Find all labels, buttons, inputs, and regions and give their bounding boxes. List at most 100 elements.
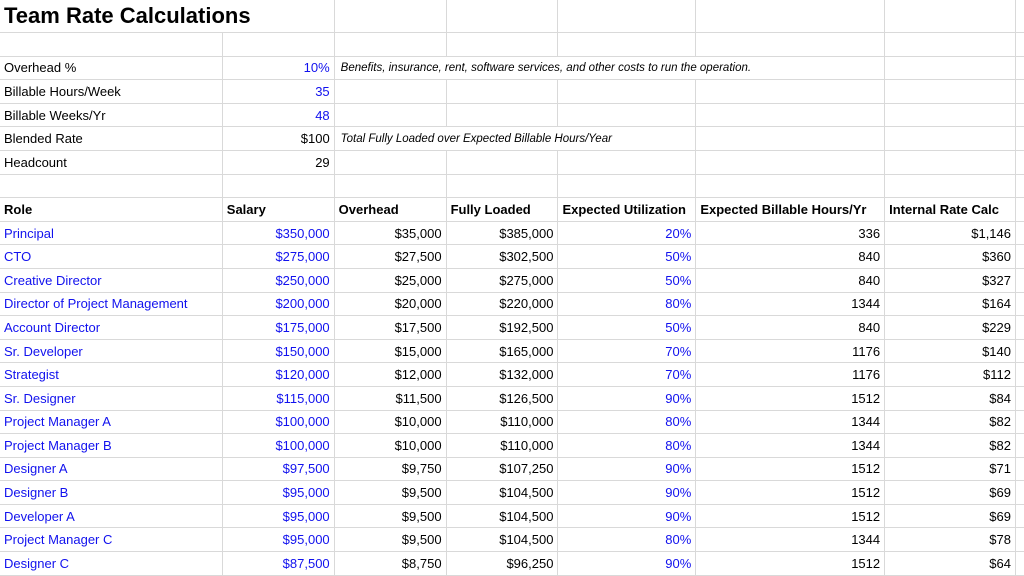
cell-salary[interactable]: $100,000: [223, 434, 335, 457]
empty-cell[interactable]: [447, 0, 559, 32]
cell-expected-billable-hours[interactable]: 1176: [696, 339, 886, 363]
empty-cell[interactable]: [558, 150, 697, 174]
cell-fully-loaded[interactable]: $104,500: [447, 528, 559, 552]
empty-cell[interactable]: [1016, 175, 1024, 198]
cell-fully-loaded[interactable]: $104,500: [447, 481, 559, 504]
cell-expected-billable-hours[interactable]: 1512: [696, 552, 886, 575]
cell-fully-loaded[interactable]: $104,500: [447, 504, 559, 528]
cell-salary[interactable]: $115,000: [223, 386, 335, 410]
cell-overhead[interactable]: $9,500: [335, 504, 447, 528]
empty-cell[interactable]: [335, 80, 447, 103]
cell-internal-rate[interactable]: $64: [885, 552, 1016, 575]
empty-cell[interactable]: [447, 174, 559, 198]
cell-overhead[interactable]: $10,000: [335, 434, 447, 457]
param-value[interactable]: $100: [223, 127, 335, 150]
param-value[interactable]: 48: [223, 103, 335, 127]
cell-fully-loaded[interactable]: $165,000: [447, 339, 559, 363]
param-value[interactable]: 35: [223, 80, 335, 103]
cell-internal-rate[interactable]: $1,146: [885, 221, 1016, 245]
empty-cell[interactable]: [1016, 528, 1024, 551]
cell-expected-utilization[interactable]: 80%: [558, 292, 697, 316]
empty-cell[interactable]: [335, 174, 447, 198]
empty-cell[interactable]: [0, 174, 223, 198]
cell-role[interactable]: Creative Director: [0, 268, 223, 292]
cell-expected-billable-hours[interactable]: 840: [696, 316, 886, 339]
empty-cell[interactable]: [447, 150, 559, 174]
cell-salary[interactable]: $150,000: [223, 339, 335, 363]
cell-role[interactable]: Designer C: [0, 552, 223, 575]
cell-internal-rate[interactable]: $140: [885, 339, 1016, 363]
column-header-overhead[interactable]: Overhead: [335, 198, 447, 221]
cell-expected-billable-hours[interactable]: 1512: [696, 457, 886, 481]
cell-overhead[interactable]: $10,000: [335, 410, 447, 434]
cell-fully-loaded[interactable]: $192,500: [447, 316, 559, 339]
cell-salary[interactable]: $250,000: [223, 268, 335, 292]
cell-overhead[interactable]: $27,500: [335, 245, 447, 268]
empty-cell[interactable]: [447, 103, 559, 127]
cell-internal-rate[interactable]: $69: [885, 504, 1016, 528]
cell-role[interactable]: Sr. Designer: [0, 386, 223, 410]
column-header-salary[interactable]: Salary: [223, 198, 335, 221]
cell-role[interactable]: Principal: [0, 221, 223, 245]
empty-cell[interactable]: [885, 33, 1016, 56]
cell-overhead[interactable]: $11,500: [335, 386, 447, 410]
empty-cell[interactable]: [1016, 505, 1024, 528]
cell-overhead[interactable]: $12,000: [335, 363, 447, 386]
cell-expected-utilization[interactable]: 50%: [558, 245, 697, 268]
cell-role[interactable]: Strategist: [0, 363, 223, 386]
cell-internal-rate[interactable]: $112: [885, 363, 1016, 386]
param-label[interactable]: Blended Rate: [0, 127, 223, 150]
empty-cell[interactable]: [447, 80, 559, 103]
cell-fully-loaded[interactable]: $385,000: [447, 221, 559, 245]
cell-role[interactable]: Designer B: [0, 481, 223, 504]
cell-expected-utilization[interactable]: 70%: [558, 363, 697, 386]
empty-cell[interactable]: [558, 80, 697, 103]
empty-cell[interactable]: [696, 33, 886, 56]
param-value[interactable]: 10%: [223, 56, 335, 80]
empty-cell[interactable]: [885, 174, 1016, 198]
cell-fully-loaded[interactable]: $302,500: [447, 245, 559, 268]
empty-cell[interactable]: [1016, 0, 1024, 32]
param-label[interactable]: Billable Hours/Week: [0, 80, 223, 103]
param-note[interactable]: Total Fully Loaded over Expected Billabl…: [335, 127, 697, 150]
empty-cell[interactable]: [223, 33, 335, 56]
cell-fully-loaded[interactable]: $107,250: [447, 457, 559, 481]
cell-expected-utilization[interactable]: 80%: [558, 528, 697, 552]
empty-cell[interactable]: [1016, 458, 1024, 481]
empty-cell[interactable]: [1016, 434, 1024, 457]
empty-cell[interactable]: [696, 174, 886, 198]
empty-cell[interactable]: [335, 103, 447, 127]
empty-cell[interactable]: [1016, 316, 1024, 339]
cell-expected-billable-hours[interactable]: 1176: [696, 363, 886, 386]
cell-overhead[interactable]: $35,000: [335, 221, 447, 245]
param-label[interactable]: Overhead %: [0, 56, 223, 80]
column-header-expected-utilization[interactable]: Expected Utilization: [558, 198, 697, 221]
empty-cell[interactable]: [1016, 411, 1024, 434]
cell-role[interactable]: Project Manager C: [0, 528, 223, 552]
empty-cell[interactable]: [1016, 57, 1024, 80]
cell-fully-loaded[interactable]: $275,000: [447, 268, 559, 292]
cell-overhead[interactable]: $8,750: [335, 552, 447, 575]
empty-cell[interactable]: [1016, 387, 1024, 410]
cell-fully-loaded[interactable]: $110,000: [447, 410, 559, 434]
empty-cell[interactable]: [885, 103, 1016, 127]
empty-cell[interactable]: [696, 80, 886, 103]
param-value[interactable]: 29: [223, 150, 335, 174]
cell-fully-loaded[interactable]: $220,000: [447, 292, 559, 316]
empty-cell[interactable]: [1016, 269, 1024, 292]
cell-internal-rate[interactable]: $327: [885, 268, 1016, 292]
cell-expected-billable-hours[interactable]: 840: [696, 268, 886, 292]
empty-cell[interactable]: [885, 0, 1016, 32]
cell-expected-utilization[interactable]: 80%: [558, 410, 697, 434]
cell-internal-rate[interactable]: $82: [885, 434, 1016, 457]
cell-expected-billable-hours[interactable]: 1344: [696, 528, 886, 552]
cell-fully-loaded[interactable]: $132,000: [447, 363, 559, 386]
cell-internal-rate[interactable]: $360: [885, 245, 1016, 268]
cell-expected-billable-hours[interactable]: 336: [696, 221, 886, 245]
cell-role[interactable]: CTO: [0, 245, 223, 268]
empty-cell[interactable]: [223, 174, 335, 198]
cell-fully-loaded[interactable]: $126,500: [447, 386, 559, 410]
cell-expected-utilization[interactable]: 50%: [558, 268, 697, 292]
sheet-title-cell[interactable]: Team Rate Calculations: [0, 0, 335, 32]
cell-internal-rate[interactable]: $229: [885, 316, 1016, 339]
